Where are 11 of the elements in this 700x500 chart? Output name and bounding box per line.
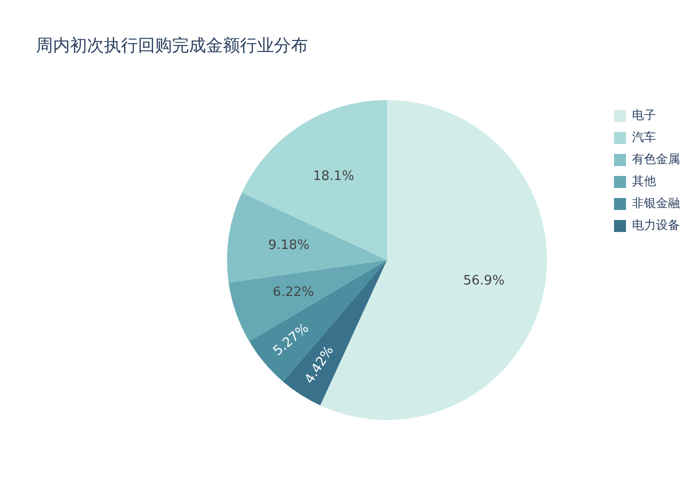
- legend-label: 非银金融: [632, 196, 680, 210]
- legend-label: 电子: [632, 108, 656, 122]
- data-label: 6.22%: [272, 285, 314, 300]
- legend-label: 有色金属: [632, 152, 680, 166]
- legend-label: 电力设备: [632, 218, 680, 232]
- legend-label: 其他: [632, 174, 656, 188]
- data-label: 9.18%: [268, 238, 310, 253]
- chart-title: 周内初次执行回购完成金额行业分布: [36, 35, 308, 57]
- data-label: 56.9%: [463, 274, 505, 289]
- data-label: 18.1%: [312, 168, 354, 184]
- legend-label: 汽车: [632, 130, 656, 144]
